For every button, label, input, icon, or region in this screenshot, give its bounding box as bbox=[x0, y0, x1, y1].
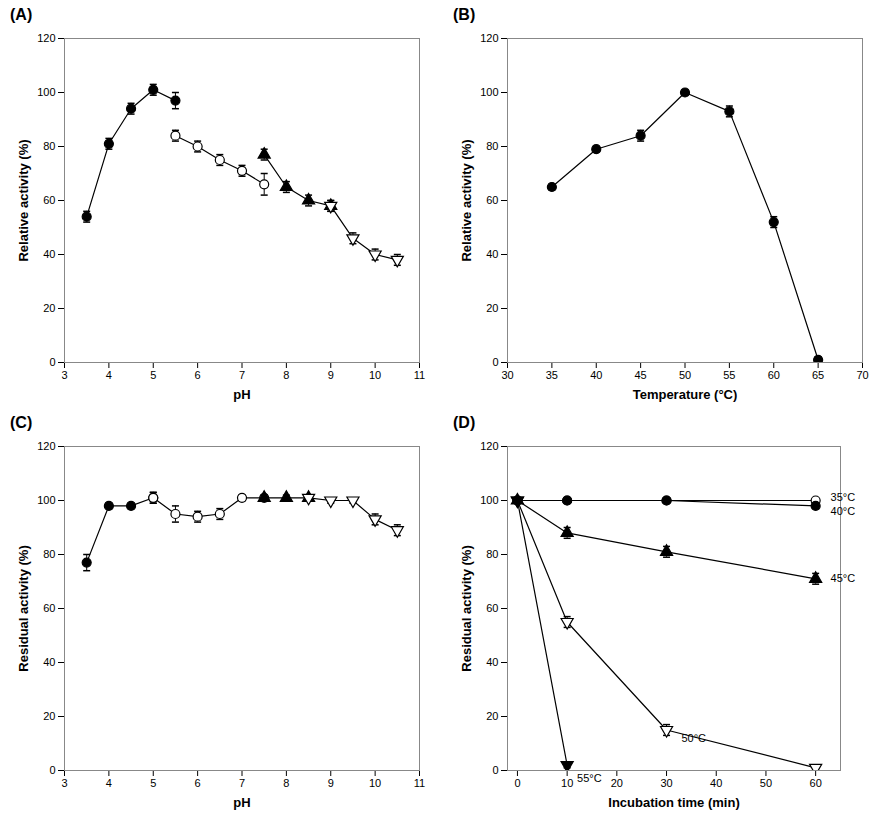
html-text:(A): (A) bbox=[10, 6, 33, 23]
svg-text:60: 60 bbox=[486, 602, 498, 614]
svg-text:Temperature (°C): Temperature (°C) bbox=[633, 387, 738, 402]
svg-text:35: 35 bbox=[546, 369, 558, 381]
svg-text:40: 40 bbox=[486, 656, 498, 668]
svg-text:0: 0 bbox=[514, 777, 520, 789]
svg-text:120: 120 bbox=[37, 32, 55, 44]
svg-text:40: 40 bbox=[43, 656, 55, 668]
svg-text:80: 80 bbox=[43, 548, 55, 560]
svg-text:100: 100 bbox=[37, 86, 55, 98]
svg-text:40: 40 bbox=[590, 369, 602, 381]
svg-text:9: 9 bbox=[328, 369, 334, 381]
svg-text:10: 10 bbox=[369, 777, 381, 789]
svg-text:55°C: 55°C bbox=[577, 772, 602, 784]
svg-text:10: 10 bbox=[369, 369, 381, 381]
svg-text:20: 20 bbox=[43, 302, 55, 314]
svg-text:45: 45 bbox=[635, 369, 647, 381]
svg-text:Relative activity (%): Relative activity (%) bbox=[459, 139, 474, 261]
svg-text:40°C: 40°C bbox=[831, 505, 856, 517]
svg-text:0: 0 bbox=[492, 764, 498, 776]
svg-text:60: 60 bbox=[810, 777, 822, 789]
svg-text:11: 11 bbox=[414, 777, 425, 789]
svg-text:80: 80 bbox=[486, 140, 498, 152]
svg-text:8: 8 bbox=[283, 369, 289, 381]
html-text:(D): (D) bbox=[453, 414, 476, 431]
svg-text:30: 30 bbox=[660, 777, 672, 789]
svg-text:65: 65 bbox=[812, 369, 824, 381]
svg-text:20: 20 bbox=[611, 777, 623, 789]
svg-text:7: 7 bbox=[239, 369, 245, 381]
svg-text:10: 10 bbox=[561, 777, 573, 789]
svg-text:60: 60 bbox=[43, 602, 55, 614]
svg-text:100: 100 bbox=[480, 494, 498, 506]
svg-text:120: 120 bbox=[37, 440, 55, 452]
svg-text:7: 7 bbox=[239, 777, 245, 789]
svg-text:40: 40 bbox=[43, 248, 55, 260]
svg-text:80: 80 bbox=[486, 548, 498, 560]
svg-text:20: 20 bbox=[43, 710, 55, 722]
svg-text:Residual activity (%): Residual activity (%) bbox=[16, 545, 31, 671]
svg-text:pH: pH bbox=[233, 795, 250, 810]
svg-text:pH: pH bbox=[233, 387, 250, 402]
svg-text:70: 70 bbox=[856, 369, 868, 381]
html-text:(B): (B) bbox=[453, 6, 476, 23]
svg-text:55: 55 bbox=[723, 369, 735, 381]
svg-text:50: 50 bbox=[760, 777, 772, 789]
svg-text:100: 100 bbox=[37, 494, 55, 506]
svg-text:0: 0 bbox=[492, 356, 498, 368]
html-text:(C): (C) bbox=[10, 414, 33, 431]
svg-text:100: 100 bbox=[480, 86, 498, 98]
svg-text:3: 3 bbox=[61, 369, 67, 381]
svg-text:120: 120 bbox=[480, 440, 498, 452]
svg-text:4: 4 bbox=[106, 777, 112, 789]
svg-text:6: 6 bbox=[195, 777, 201, 789]
svg-text:9: 9 bbox=[328, 777, 334, 789]
svg-text:8: 8 bbox=[283, 777, 289, 789]
svg-text:35°C: 35°C bbox=[831, 491, 856, 503]
svg-text:45°C: 45°C bbox=[831, 572, 856, 584]
svg-text:40: 40 bbox=[486, 248, 498, 260]
svg-text:60: 60 bbox=[43, 194, 55, 206]
svg-text:20: 20 bbox=[486, 710, 498, 722]
svg-text:0: 0 bbox=[49, 356, 55, 368]
svg-text:11: 11 bbox=[414, 369, 425, 381]
svg-text:30: 30 bbox=[501, 369, 513, 381]
svg-text:60: 60 bbox=[486, 194, 498, 206]
svg-text:Relative activity (%): Relative activity (%) bbox=[16, 139, 31, 261]
svg-text:0: 0 bbox=[49, 764, 55, 776]
svg-text:Incubation time (min): Incubation time (min) bbox=[608, 795, 739, 810]
svg-text:5: 5 bbox=[150, 369, 156, 381]
svg-text:Residual activity (%): Residual activity (%) bbox=[459, 545, 474, 671]
svg-text:5: 5 bbox=[150, 777, 156, 789]
svg-text:50: 50 bbox=[679, 369, 691, 381]
svg-text:3: 3 bbox=[61, 777, 67, 789]
svg-text:50°C: 50°C bbox=[681, 732, 706, 744]
svg-text:6: 6 bbox=[195, 369, 201, 381]
svg-text:20: 20 bbox=[486, 302, 498, 314]
svg-text:40: 40 bbox=[710, 777, 722, 789]
svg-text:4: 4 bbox=[106, 369, 112, 381]
svg-text:120: 120 bbox=[480, 32, 498, 44]
svg-text:80: 80 bbox=[43, 140, 55, 152]
svg-text:60: 60 bbox=[768, 369, 780, 381]
